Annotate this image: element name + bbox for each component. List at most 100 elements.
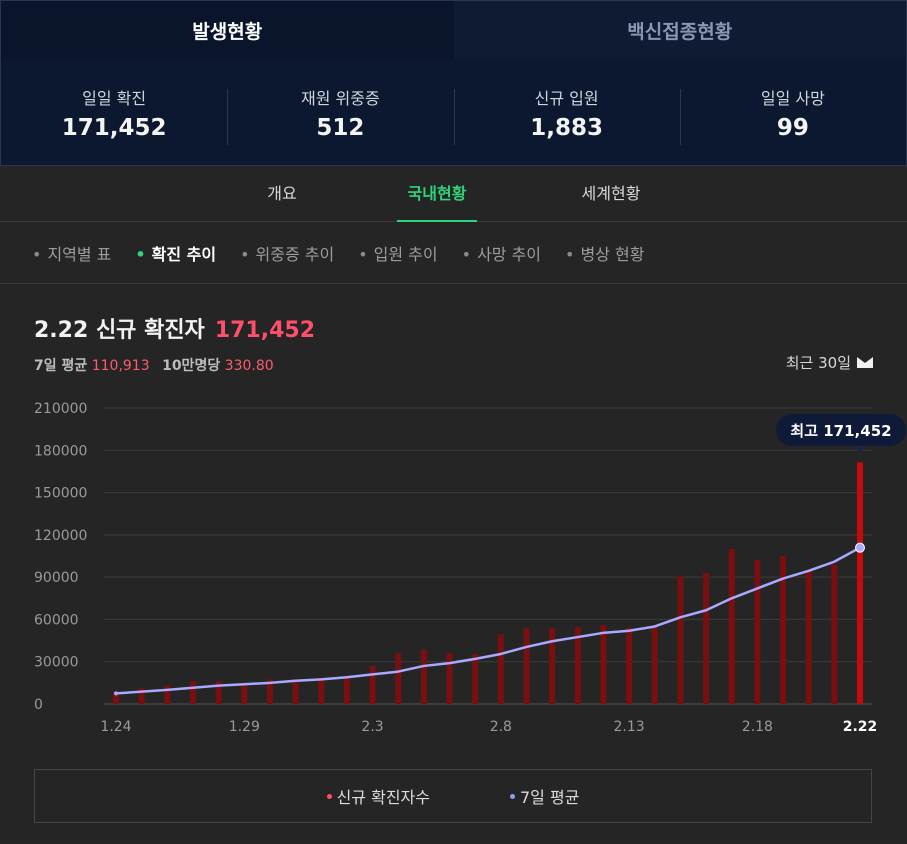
top-panel: 발생현황 백신접종현황 일일 확진 171,452 재원 위중증 512 신규 …: [0, 0, 907, 166]
x-tick-label: 2.22: [843, 719, 878, 735]
confirmed-trend-chart: 0 30000 60000 90000 120000 150000 180000 210000…: [34, 401, 906, 735]
bullet-icon: •: [135, 244, 146, 264]
bar: [677, 576, 684, 704]
y-tick-label: 30000: [34, 655, 79, 671]
tab-overview[interactable]: 개요: [267, 184, 297, 203]
stat-label: 일일 사망: [760, 89, 825, 108]
stat-value: 99: [776, 115, 809, 141]
bar: [523, 627, 530, 704]
average-point: [855, 542, 865, 553]
bar: [369, 665, 376, 704]
bar: [138, 687, 145, 704]
bar: [574, 627, 581, 704]
x-tick-label: 2.8: [490, 719, 512, 735]
subtab-confirmed-trend[interactable]: • 확진 추이: [135, 241, 216, 265]
bar: [292, 679, 299, 704]
tab-vaccination-status[interactable]: 백신접종현황: [453, 1, 906, 59]
y-tick-label: 210000: [34, 401, 87, 417]
stat-daily-deaths: 일일 사망 99: [679, 85, 906, 145]
sub-nav: • 지역별 표 • 확진 추이 • 위중증 추이 • 입원 추이 • 사망 추이 • 병상 …: [0, 222, 907, 284]
bullet-icon: •: [240, 244, 250, 264]
bar: [497, 634, 504, 704]
y-tick-label: 120000: [34, 528, 87, 544]
avg-value: 110,913: [91, 358, 150, 374]
chart-title-value: 171,452: [214, 318, 316, 343]
average-point: [114, 691, 118, 696]
bar: [113, 692, 119, 704]
bar: [600, 625, 607, 704]
subtab-admission-trend[interactable]: • 입원 추이: [358, 241, 437, 265]
bar: [549, 627, 556, 704]
bar: [754, 560, 761, 704]
subtab-regional-table[interactable]: • 지역별 표: [32, 241, 111, 265]
x-tick-label: 1.29: [229, 719, 260, 735]
bar: [395, 653, 402, 704]
bar: [189, 681, 196, 704]
subtab-label: 확진 추이: [151, 244, 217, 264]
per100k-value: 330.80: [224, 358, 274, 374]
avg-label: 7일 평균: [34, 358, 88, 374]
stat-label: 재원 위중증: [301, 89, 380, 108]
bar: [780, 556, 787, 704]
bullet-icon: •: [358, 244, 368, 264]
stat-daily-confirmed: 일일 확진 171,452: [1, 85, 227, 141]
stat-value: 171,452: [61, 115, 167, 141]
subtab-label: 입원 추이: [373, 244, 438, 264]
y-tick-label: 180000: [34, 443, 87, 459]
bar: [805, 570, 812, 704]
legend-item-7day-average[interactable]: 7일 평균: [509, 784, 580, 808]
bar: [241, 683, 248, 704]
legend-label: 신규 확진자수: [336, 788, 430, 807]
chart-legend: 신규 확진자수 7일 평균: [34, 769, 872, 823]
period-dropdown[interactable]: 최근 30일: [786, 352, 873, 373]
tab-world[interactable]: 세계현황: [581, 184, 641, 203]
bar: [318, 677, 325, 704]
bar: [857, 462, 863, 704]
chart-subtitle: 7일 평균 110,913 10만명당 330.80: [34, 355, 282, 375]
bullet-icon: •: [461, 244, 472, 264]
x-tick-label: 2.18: [742, 719, 773, 735]
subtab-bed-status[interactable]: • 병상 현황: [565, 241, 644, 265]
tooltip-pointer: [854, 446, 866, 454]
per100k-label: 10만명당: [162, 358, 221, 374]
bar: [215, 681, 222, 704]
subtab-label: 위중증 추이: [255, 244, 335, 264]
bar: [703, 572, 710, 704]
max-tooltip: [776, 414, 906, 446]
bar: [343, 675, 350, 704]
stat-label: 신규 입원: [534, 89, 599, 108]
bar: [446, 653, 453, 704]
tab-outbreak-status[interactable]: 발생현황: [1, 1, 454, 59]
x-tick-label: 1.24: [100, 719, 131, 735]
top-tabs: 발생현황 백신접종현황: [1, 1, 906, 59]
y-tick-label: 90000: [34, 570, 79, 586]
legend-label: 7일 평균: [519, 788, 580, 807]
chart-title: 2.22 신규 확진자 171,452: [34, 312, 315, 344]
y-tick-label: 60000: [34, 612, 79, 628]
stat-new-admissions: 신규 입원 1,883: [453, 85, 680, 145]
subtab-death-trend[interactable]: • 사망 추이: [462, 241, 541, 265]
main-nav: 개요 국내현황 세계현황: [0, 166, 907, 222]
bar: [266, 679, 273, 704]
legend-item-confirmed[interactable]: 신규 확진자수: [326, 784, 430, 808]
red-dot-icon: [326, 793, 332, 799]
stat-label: 일일 확진: [82, 89, 147, 108]
subtab-label: 지역별 표: [47, 244, 112, 264]
bullet-icon: •: [565, 244, 575, 264]
y-tick-label: 150000: [34, 486, 87, 502]
bar: [728, 548, 735, 704]
average-line: [115, 546, 861, 695]
y-tick-label: 0: [34, 697, 43, 713]
stat-value: 1,883: [530, 115, 603, 141]
bar: [472, 653, 479, 704]
x-tick-label: 2.3: [361, 719, 383, 735]
bar: [651, 627, 658, 704]
period-label: 최근 30일: [785, 354, 851, 372]
x-tick-label: 2.13: [614, 719, 645, 735]
subtab-critical-trend[interactable]: • 위중증 추이: [240, 241, 334, 265]
blue-dot-icon: [509, 793, 515, 799]
max-tooltip-text: 최고 171,452: [790, 422, 891, 440]
bullet-icon: •: [32, 244, 42, 264]
subtab-label: 병상 현황: [580, 244, 645, 264]
tab-domestic[interactable]: 국내현황: [397, 166, 477, 222]
